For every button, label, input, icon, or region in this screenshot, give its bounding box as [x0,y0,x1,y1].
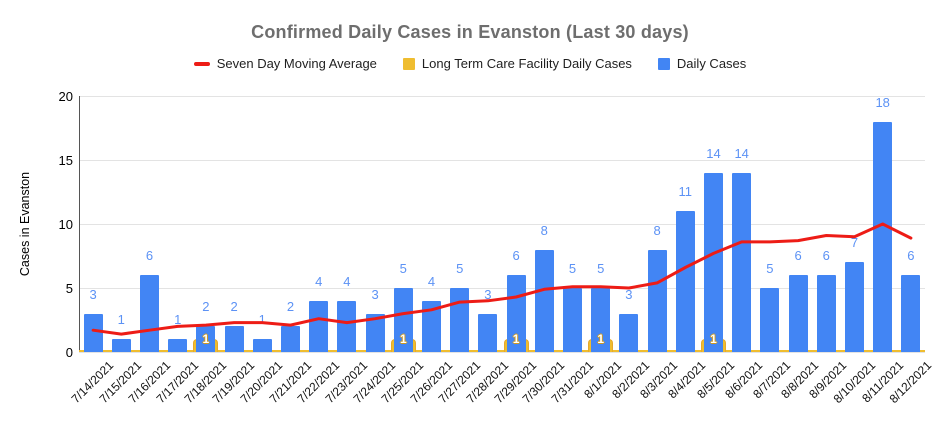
daily-cases-bar[interactable] [252,339,272,352]
daily-cases-bar[interactable] [788,275,808,352]
bar-value-label: 8 [653,222,661,238]
daily-cases-bar[interactable] [816,275,836,352]
daily-cases-bar[interactable] [704,172,723,352]
bar-value-label: 5 [766,261,774,276]
daily-cases-bar[interactable] [478,313,498,352]
gridline [79,351,925,353]
daily-cases-bar[interactable] [309,300,329,352]
chart-title: Confirmed Daily Cases in Evanston (Last … [251,22,689,42]
ltc-value-label: 1 [202,332,210,347]
y-axis-tick-label: 20 [58,89,73,104]
daily-cases-bar[interactable] [168,339,188,352]
daily-cases-bar[interactable] [281,326,300,352]
moving-average-line-swatch-icon [193,61,210,66]
daily-cases-bar[interactable] [534,249,554,352]
bar-value-label: 3 [89,286,97,302]
gridline [79,159,925,161]
daily-cases-bar[interactable] [140,275,159,352]
bar-value-label: 6 [822,248,830,264]
daily-cases-bar[interactable] [873,121,893,352]
ltc-value-label: 1 [512,332,520,347]
ltc-value-label: 1 [597,332,605,347]
gridline [79,95,925,97]
daily-cases-bar[interactable] [337,300,357,352]
bar-value-label: 7 [850,235,859,251]
bar-value-label: 14 [734,145,749,161]
bar-value-label: 1 [258,312,266,328]
y-axis-tick-label: 10 [58,217,73,232]
daily-cases-bar[interactable] [83,313,103,352]
bar-value-label: 3 [371,286,379,302]
y-axis-tick-label: 15 [58,153,73,168]
ltc-square-swatch-icon [402,57,415,70]
ltc-baseline-strip [79,349,925,352]
daily-cases-bar[interactable] [845,262,864,352]
bar-value-label: 18 [875,94,890,110]
daily-cases-bar[interactable] [365,313,385,352]
daily-cases-bar[interactable] [619,313,639,352]
bar-value-label: 4 [427,273,436,289]
y-axis-tick-label: 0 [65,345,73,360]
legend-label-ltc: Long Term Care Facility Daily Cases [421,56,632,71]
daily-cases-bar[interactable] [563,288,582,352]
y-axis-title: Cases in Evanston [18,171,32,277]
bar-value-label: 11 [678,184,693,200]
ltc-value-label: 1 [710,332,717,347]
bar-value-label: 1 [117,312,125,328]
legend-label-daily: Daily Cases [676,56,747,71]
bar-value-label: 6 [145,248,154,264]
bar-value-label: 3 [625,286,633,302]
bar-value-label: 8 [540,222,548,238]
daily-cases-bar[interactable] [224,326,244,352]
bar-value-label: 5 [456,261,464,276]
legend-item-moving-average: Seven Day Moving Average [193,56,377,71]
daily-cases-bar[interactable] [647,249,667,352]
daily-cases-bar[interactable] [732,172,752,352]
y-axis-tick-label: 5 [65,281,73,296]
gridline [79,223,925,225]
daily-cases-square-swatch-icon [657,57,670,70]
bar-value-label: 14 [706,145,721,161]
bar-value-label: 6 [907,248,915,264]
bar-value-label: 5 [597,261,605,276]
ltc-value-label: 1 [399,332,407,347]
legend-item-ltc: Long Term Care Facility Daily Cases [402,56,632,71]
legend-label-moving-average: Seven Day Moving Average [216,56,377,71]
daily-cases-bar[interactable] [450,288,470,352]
daily-cases-bar[interactable] [422,300,441,352]
bar-value-label: 3 [484,286,492,302]
bar-value-label: 6 [512,248,520,264]
y-axis-line [79,96,80,352]
chart-legend: Seven Day Moving Average Long Term Care … [0,56,940,71]
daily-cases-bar[interactable] [675,211,695,352]
daily-cases-bar[interactable] [111,339,131,352]
daily-cases-bar[interactable] [760,288,780,352]
daily-cases-bar[interactable] [901,275,921,352]
bar-value-label: 1 [174,312,182,328]
bar-value-label: 2 [286,299,295,315]
legend-item-daily: Daily Cases [657,56,747,71]
